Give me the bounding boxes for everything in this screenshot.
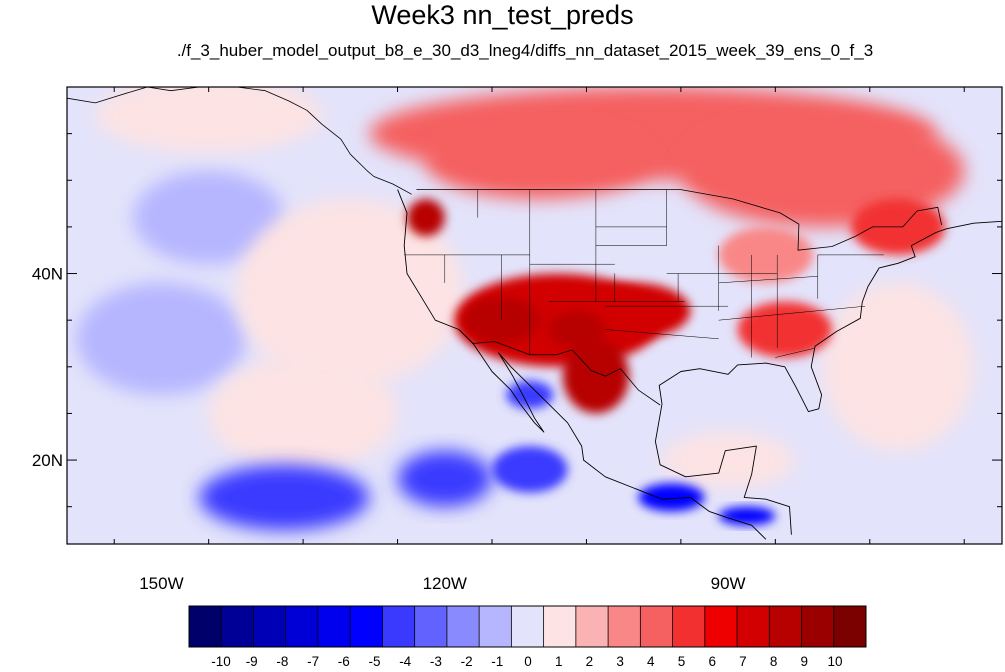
colorbar-swatch [350,606,383,647]
colorbar-label: -6 [338,654,350,669]
anomaly-region-central-pacific [76,282,247,395]
anomaly-region-northeast-pacific [662,432,795,489]
anomaly-region-southeast-us [737,301,832,358]
colorbar-swatch [285,606,319,647]
colorbar-label: 1 [555,654,563,669]
x-tick-label: 90W [711,574,746,593]
anomaly-region-southwest-us-north-mexico [407,198,445,237]
y-tick-label: 40N [32,265,63,284]
map-frame [66,86,1003,545]
plot-area [67,87,1002,544]
chart-title: Week3 nn_test_preds [371,0,634,30]
colorbar-label: 3 [616,654,624,669]
state-border-ew-9 [718,276,818,284]
colorbar-swatch [446,606,480,647]
anomaly-region-canada [425,124,653,199]
colorbar-label: -3 [430,654,442,669]
colorbar-swatch [575,606,609,647]
anomaly-region-northeast-pacific [95,87,322,153]
anomaly-region-southern-plains [577,282,691,339]
anomaly-region-northeast-pacific [208,357,398,470]
colorbar-swatch [253,606,287,647]
anomaly-region-northeast-pacific [236,198,464,386]
colorbar-swatch [189,606,222,647]
colorbar-label: -5 [368,654,380,669]
colorbar: -10 -9 -8 -7 -6 -5 -4 -3 -2 -1 0 1 2 3 4 5 6 7 8 9 10 [188,605,867,669]
state-border-ew-8 [718,305,866,321]
colorbar-label: 10 [827,654,842,669]
colorbar-label: 7 [739,654,747,669]
anomaly-region-southern-mexico [718,506,776,526]
colorbar-swatch [221,606,254,647]
colorbar-swatch [737,606,770,647]
colorbar-label: -2 [461,654,473,669]
colorbar-label: -9 [246,654,258,669]
state-border-ew-6 [605,329,719,340]
anomaly-field [76,87,974,530]
anomaly-region-northeast-pacific [822,282,974,451]
colorbar-label: -1 [491,654,503,669]
colorbar-label: 8 [770,654,778,669]
colorbar-label: -8 [276,654,288,669]
y-tick-label: 20N [32,451,63,470]
x-tick-label: 150W [139,574,183,593]
axis-ticks: 150W 120W 90W 20N 40N [32,87,1002,593]
coastline-mexico-gulf [654,404,792,535]
boundaries-layer [67,87,1002,540]
colorbar-label: 9 [801,654,809,669]
anomaly-region-great-lakes [718,226,814,283]
colorbar-label: 4 [647,654,655,669]
colorbar-swatch [543,606,577,647]
colorbar-swatch [382,606,415,647]
colorbar-swatch [414,606,448,647]
coastline-alaska-bc [67,87,412,195]
anomaly-region-eastern-tropical-pacific [199,464,370,530]
anomaly-region-canada [680,114,965,227]
colorbar-swatch [833,606,867,647]
colorbar-label: -7 [307,654,319,669]
x-tick-label: 120W [423,574,467,593]
colorbar-swatch [672,606,706,647]
colorbar-swatch [704,606,738,647]
colorbar-swatch [317,606,351,647]
colorbar-swatch [640,606,673,647]
colorbar-frame [188,605,867,648]
anomaly-region-eastern-tropical-pacific [492,446,568,493]
colorbar-label: 0 [524,654,532,669]
us-mexico-border [472,341,661,406]
anomaly-region-gulf-of-california [506,380,554,409]
anomaly-region-central-pacific [133,171,285,265]
state-border-ew-11 [775,347,816,358]
colorbar-swatch [511,606,544,647]
colorbar-swatch [801,606,835,647]
chart-subtitle: ./f_3_huber_model_output_b8_e_30_d3_lneg… [176,41,874,60]
colorbar-label: 6 [708,654,716,669]
colorbar-label: 5 [678,654,686,669]
us-canada-border [416,189,942,251]
anomaly-region-southern-mexico [638,483,705,512]
colorbar-swatch [769,606,802,647]
anomaly-region-eastern-tropical-pacific [397,450,492,507]
coastline-pacific [397,189,767,540]
anomaly-region-southwest-us-north-mexico [548,310,606,349]
coastline-atlantic-gulf [658,220,1002,413]
colorbar-label: -10 [211,654,231,669]
colorbar-label: -4 [399,654,411,669]
colorbar-swatch [479,606,512,647]
colorbar-label: 2 [586,654,594,669]
colorbar-swatch [608,606,641,647]
